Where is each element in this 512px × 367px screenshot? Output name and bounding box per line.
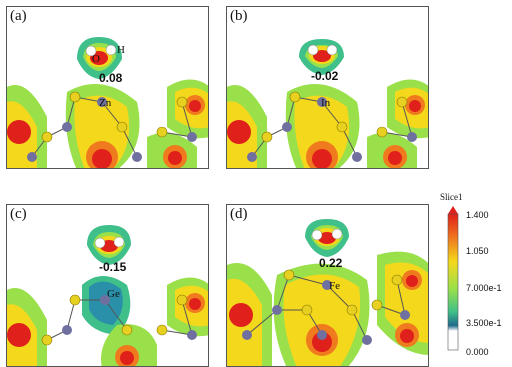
legend-tick: 7.000e-1 — [466, 283, 502, 293]
water-molecule: O H — [77, 37, 125, 79]
substrate-density — [7, 276, 208, 366]
legend-title: Slice1 — [440, 192, 463, 202]
oxygen-label: O — [92, 53, 100, 65]
panel-a: O H 0.08 Zn (a) — [6, 6, 209, 169]
charge-value: -0.15 — [99, 260, 127, 274]
charge-value: 0.22 — [319, 256, 343, 270]
panel-d-plot: 0.22 Fe — [227, 219, 428, 366]
panel-d: 0.22 Fe (d) — [226, 204, 429, 367]
charge-value: -0.02 — [311, 69, 339, 83]
legend-tick: 0.000 — [466, 347, 489, 357]
lattice-atoms — [247, 91, 417, 162]
panel-label: (d) — [230, 206, 248, 222]
metal-label: In — [321, 97, 331, 109]
panel-label: (c) — [10, 206, 27, 222]
panel-c: -0.15 Ge (c) — [6, 204, 209, 367]
panel-label: (b) — [230, 8, 248, 24]
lattice-atoms — [27, 91, 197, 162]
lattice-atoms — [242, 269, 410, 345]
charge-value: 0.08 — [99, 71, 123, 85]
legend-tick: 1.050 — [466, 246, 489, 256]
water-molecule — [305, 219, 349, 257]
substrate-density — [227, 79, 428, 168]
lattice-atoms — [41, 294, 197, 346]
legend-tick: 3.500e-1 — [466, 318, 502, 328]
metal-label: Fe — [329, 280, 340, 292]
panel-b-plot: -0.02 In — [227, 39, 428, 168]
legend-tick: 1.400 — [466, 210, 489, 220]
panel-a-plot: O H 0.08 Zn — [7, 37, 208, 168]
legend-top-arrow — [448, 206, 458, 214]
substrate-density — [7, 79, 208, 168]
water-molecule — [87, 225, 131, 265]
metal-label: Zn — [99, 97, 112, 109]
water-molecule — [299, 39, 344, 75]
legend-colorbar — [447, 206, 459, 351]
color-legend: Slice1 1.400 1.050 7.000e-1 3.500e-1 0.0… — [440, 190, 510, 365]
panel-label: (a) — [10, 8, 27, 24]
metal-label: Ge — [107, 288, 120, 300]
panel-b: -0.02 In (b) — [226, 6, 429, 169]
panel-c-plot: -0.15 Ge — [7, 225, 208, 366]
hydrogen-label: H — [117, 44, 125, 56]
